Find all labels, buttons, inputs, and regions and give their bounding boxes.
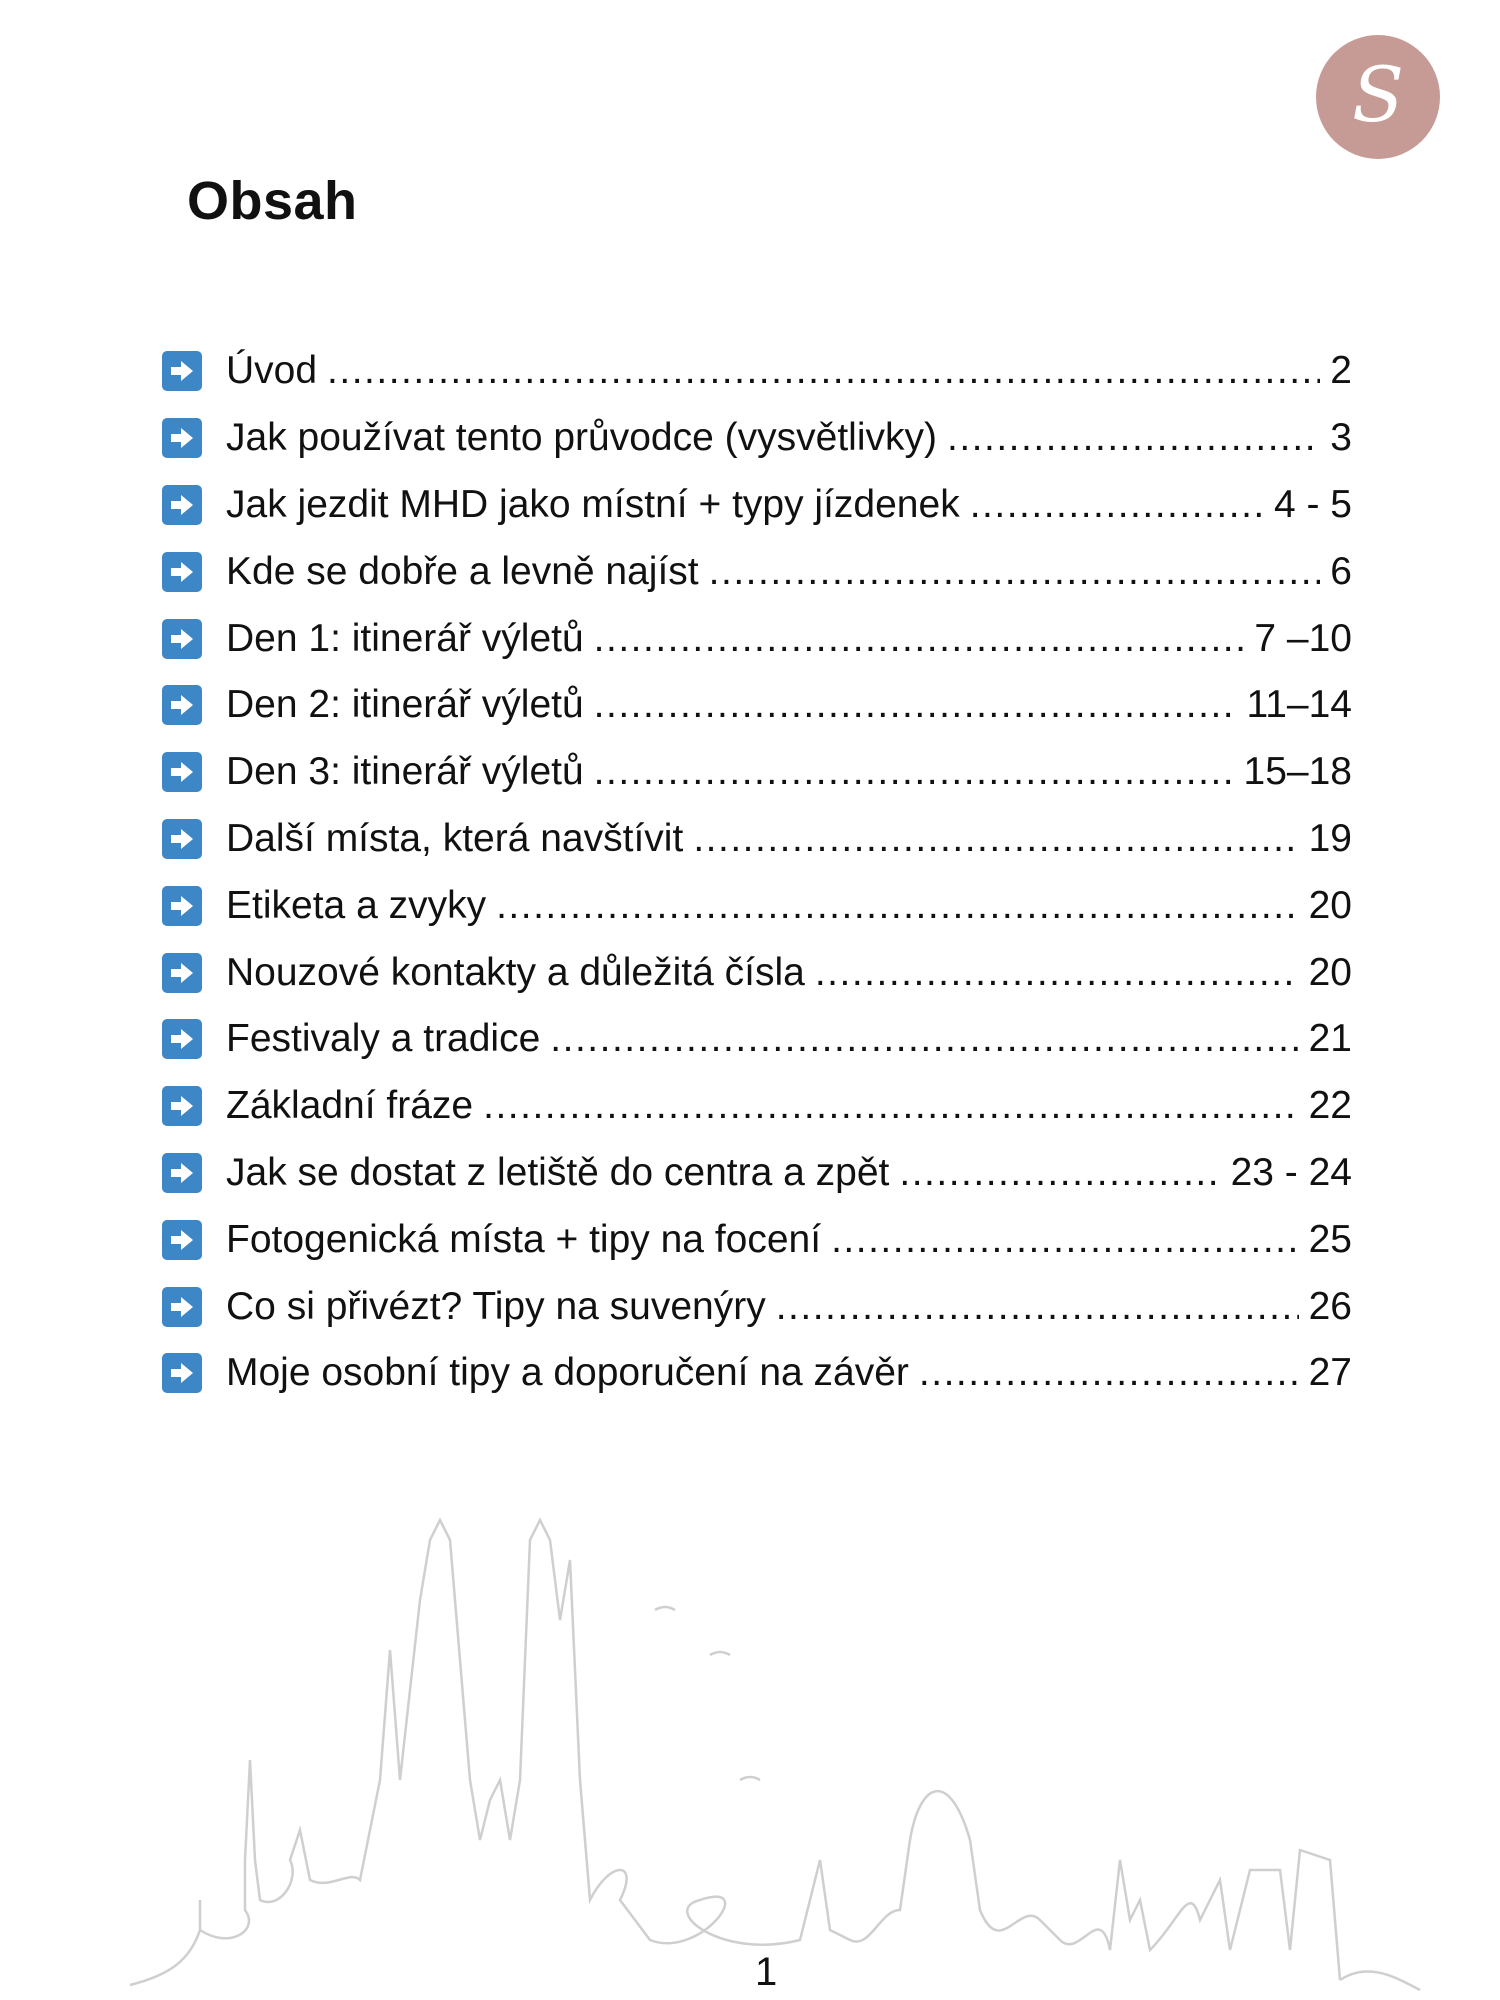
- toc-item[interactable]: Den 3: itinerář výletů 15–18: [162, 739, 1352, 806]
- arrow-right-icon: [162, 885, 202, 926]
- toc-item-page: 21: [1308, 1017, 1352, 1061]
- logo-letter: S: [1351, 50, 1405, 139]
- arrow-right-icon: [162, 685, 202, 726]
- toc-item[interactable]: Základní fráze 22: [162, 1073, 1352, 1140]
- toc-item-page: 20: [1308, 950, 1352, 994]
- toc-item-page: 4 - 5: [1273, 482, 1352, 526]
- arrow-right-icon: [162, 484, 202, 525]
- toc-item-page: 27: [1308, 1351, 1352, 1395]
- toc-item[interactable]: Fotogenická místa + tipy na focení 25: [162, 1206, 1352, 1273]
- arrow-right-icon: [162, 1019, 202, 1060]
- toc-item-label: Moje osobní tipy a doporučení na závěr: [226, 1351, 909, 1395]
- toc-item[interactable]: Nouzové kontakty a důležitá čísla 20: [162, 939, 1352, 1006]
- city-skyline-illustration: [129, 1517, 1421, 1992]
- toc-item-label: Jak používat tento průvodce (vysvětlivky…: [226, 416, 937, 460]
- arrow-right-icon: [162, 952, 202, 993]
- arrow-right-icon: [162, 1286, 202, 1327]
- toc-item-page: 7 –10: [1254, 616, 1352, 660]
- toc-item-page: 3: [1330, 416, 1352, 460]
- toc-item-label: Den 3: itinerář výletů: [226, 750, 584, 794]
- arrow-right-icon: [162, 1219, 202, 1260]
- dot-leader: [899, 1151, 1220, 1195]
- toc-item-page: 2: [1330, 349, 1352, 393]
- dot-leader: [776, 1285, 1299, 1329]
- toc-item-label: Etiketa a zvyky: [226, 883, 487, 927]
- toc-item[interactable]: Den 1: itinerář výletů 7 –10: [162, 605, 1352, 672]
- dot-leader: [550, 1017, 1298, 1061]
- toc-item[interactable]: Etiketa a zvyky 20: [162, 872, 1352, 939]
- toc-item[interactable]: Další místa, která navštívit 19: [162, 806, 1352, 873]
- toc-item-label: Jak jezdit MHD jako místní + typy jízden…: [226, 482, 960, 526]
- dot-leader: [970, 483, 1264, 527]
- toc-item-label: Co si přivézt? Tipy na suvenýry: [226, 1284, 766, 1328]
- toc-item-page: 25: [1308, 1217, 1352, 1261]
- toc-item-label: Nouzové kontakty a důležitá čísla: [226, 950, 805, 994]
- dot-leader: [594, 617, 1245, 661]
- toc-item-label: Základní fráze: [226, 1084, 474, 1128]
- toc-item-page: 6: [1330, 549, 1352, 593]
- page-title: Obsah: [187, 171, 358, 231]
- toc-item[interactable]: Festivaly a tradice 21: [162, 1006, 1352, 1073]
- arrow-right-icon: [162, 1152, 202, 1193]
- arrow-right-icon: [162, 752, 202, 793]
- dot-leader: [693, 817, 1298, 861]
- arrow-right-icon: [162, 818, 202, 859]
- toc-item-label: Den 1: itinerář výletů: [226, 616, 584, 660]
- dot-leader: [831, 1218, 1299, 1262]
- toc-item-label: Další místa, která navštívit: [226, 816, 684, 860]
- toc-item[interactable]: Jak jezdit MHD jako místní + typy jízden…: [162, 472, 1352, 539]
- toc-item[interactable]: Den 2: itinerář výletů 11–14: [162, 672, 1352, 739]
- toc-item-label: Kde se dobře a levně najíst: [226, 549, 699, 593]
- toc-item-label: Úvod: [226, 349, 318, 393]
- toc-item[interactable]: Jak se dostat z letiště do centra a zpět…: [162, 1140, 1352, 1207]
- toc-item-page: 19: [1308, 816, 1352, 860]
- toc-item[interactable]: Kde se dobře a levně najíst 6: [162, 538, 1352, 605]
- dot-leader: [483, 1084, 1298, 1128]
- page-number: 1: [755, 1950, 778, 1994]
- dot-leader: [709, 550, 1321, 594]
- dot-leader: [327, 349, 1320, 393]
- toc-item-page: 23 - 24: [1230, 1150, 1352, 1194]
- arrow-right-icon: [162, 1353, 202, 1394]
- toc-item[interactable]: Co si přivézt? Tipy na suvenýry 26: [162, 1273, 1352, 1340]
- toc-item-page: 11–14: [1246, 683, 1352, 727]
- arrow-right-icon: [162, 351, 202, 392]
- toc-item-page: 26: [1308, 1284, 1352, 1328]
- toc-item-page: 15–18: [1243, 750, 1352, 794]
- arrow-right-icon: [162, 551, 202, 592]
- dot-leader: [496, 884, 1299, 928]
- dot-leader: [594, 683, 1237, 727]
- arrow-right-icon: [162, 418, 202, 459]
- dot-leader: [815, 951, 1299, 995]
- toc-item[interactable]: Moje osobní tipy a doporučení na závěr 2…: [162, 1340, 1352, 1407]
- toc-item-page: 22: [1308, 1084, 1352, 1128]
- table-of-contents: Úvod 2 Jak používat tento průvodce (vysv…: [162, 338, 1352, 1407]
- arrow-right-icon: [162, 1086, 202, 1127]
- toc-item[interactable]: Úvod 2: [162, 338, 1352, 405]
- arrow-right-icon: [162, 618, 202, 659]
- dot-leader: [594, 750, 1234, 794]
- toc-item-label: Jak se dostat z letiště do centra a zpět: [226, 1150, 890, 1194]
- toc-item-label: Den 2: itinerář výletů: [226, 683, 584, 727]
- toc-item[interactable]: Jak používat tento průvodce (vysvětlivky…: [162, 405, 1352, 472]
- dot-leader: [919, 1351, 1299, 1395]
- toc-item-label: Festivaly a tradice: [226, 1017, 541, 1061]
- toc-item-page: 20: [1308, 883, 1352, 927]
- dot-leader: [947, 416, 1320, 460]
- logo: S: [1316, 35, 1440, 159]
- toc-item-label: Fotogenická místa + tipy na focení: [226, 1217, 822, 1261]
